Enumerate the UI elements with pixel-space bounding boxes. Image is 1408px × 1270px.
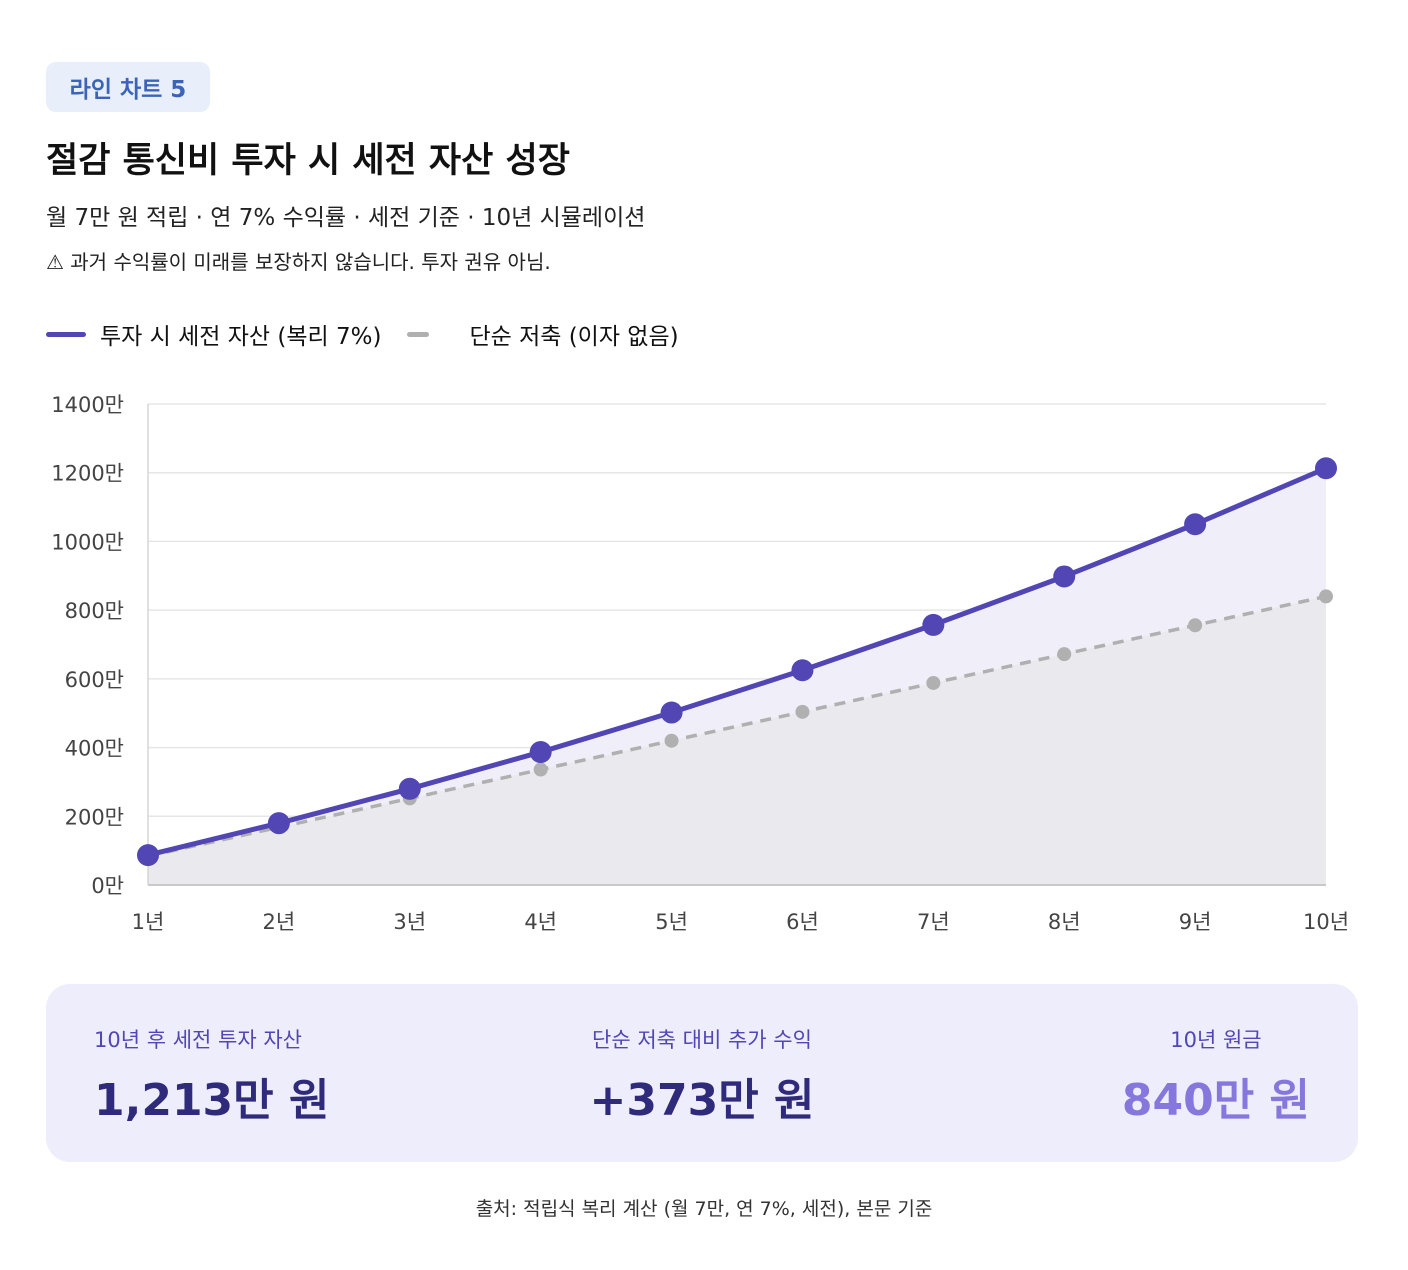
stat-invest: 10년 후 세전 투자 자산 1,213만 원	[94, 1024, 329, 1128]
legend-label-invest: 투자 시 세전 자산 (복리 7%)	[100, 324, 382, 350]
source-note: 출처: 적립식 복리 계산 (월 7만, 연 7%, 세전), 본문 기준	[475, 1198, 933, 1220]
stat-invest-value: 1,213만 원	[94, 1075, 330, 1126]
series-line-invest	[147, 465, 1327, 858]
chart-title: 절감 통신비 투자 시 세전 자산 성장	[46, 141, 570, 181]
saving-point	[664, 733, 679, 748]
y-tick-label: 1400만	[51, 393, 124, 417]
legend-label-saving: 단순 저축 (이자 없음)	[469, 324, 679, 350]
invest-point	[529, 741, 552, 764]
saving-point	[795, 704, 810, 719]
legend-item-invest: 투자 시 세전 자산 (복리 7%)	[46, 317, 381, 351]
legend-swatch-invest	[46, 331, 86, 337]
x-tick-label: 1년	[132, 910, 165, 934]
saving-point	[1319, 589, 1333, 604]
legend-item-saving: 단순 저축 (이자 없음)	[381, 317, 679, 351]
disclaimer-warning: ⚠ 과거 수익률이 미래를 보장하지 않습니다. 투자 권유 아님.	[46, 250, 551, 274]
y-tick-label: 400만	[65, 737, 124, 761]
invest-point	[398, 777, 421, 800]
invest-point	[660, 701, 683, 724]
x-tick-label: 6년	[786, 910, 819, 934]
x-tick-label: 9년	[1179, 910, 1212, 934]
invest-point	[791, 659, 814, 682]
y-tick-label: 600만	[65, 668, 124, 692]
stat-extra-value: +373만 원	[589, 1075, 815, 1126]
x-tick-label: 5년	[655, 910, 688, 934]
x-tick-label: 7년	[917, 910, 950, 934]
invest-point	[1315, 457, 1337, 480]
invest-point	[1184, 513, 1207, 536]
legend-swatch-saving	[407, 331, 430, 337]
y-tick-label: 1000만	[51, 530, 124, 554]
y-tick-label: 200만	[65, 805, 124, 829]
summary-panel: 10년 후 세전 투자 자산 1,213만 원 단순 저축 대비 추가 수익 +…	[46, 984, 1358, 1162]
saving-point	[1188, 618, 1203, 633]
y-tick-label: 1200만	[51, 462, 124, 486]
stat-principal: 10년 원금 840만 원	[1122, 1024, 1310, 1128]
y-tick-label: 800만	[65, 599, 124, 623]
stat-principal-value: 840만 원	[1121, 1075, 1310, 1126]
chart-legend: 투자 시 세전 자산 (복리 7%) 단순 저축 (이자 없음)	[46, 316, 679, 352]
saving-point	[533, 762, 548, 777]
invest-point	[922, 613, 945, 636]
invest-point	[137, 844, 159, 867]
chart-subtitle: 월 7만 원 적립 · 연 7% 수익률 · 세전 기준 · 10년 시뮬레이션	[46, 205, 646, 231]
x-tick-label: 2년	[263, 910, 296, 934]
invest-point	[267, 812, 290, 835]
y-tick-label: 0만	[91, 874, 124, 898]
stat-extra: 단순 저축 대비 추가 수익 +373만 원	[46, 1024, 1358, 1128]
saving-point	[926, 675, 941, 690]
x-tick-label: 4년	[524, 910, 557, 934]
stat-principal-label: 10년 원금	[1170, 1028, 1262, 1052]
stat-invest-label: 10년 후 세전 투자 자산	[94, 1028, 302, 1052]
line-chart: 0만 200만 400만 600만 800만 1000만 1200만 1400만 1년 2년 3년 4…	[51, 393, 1349, 934]
invest-point	[1053, 565, 1076, 588]
saving-point	[1057, 647, 1072, 662]
stat-extra-label: 단순 저축 대비 추가 수익	[592, 1028, 812, 1052]
x-tick-label: 3년	[393, 910, 426, 934]
chart-badge: 라인 차트 5	[46, 62, 210, 112]
x-tick-label: 8년	[1048, 910, 1081, 934]
saving-area	[148, 596, 1326, 885]
x-tick-label: 10년	[1303, 910, 1349, 934]
